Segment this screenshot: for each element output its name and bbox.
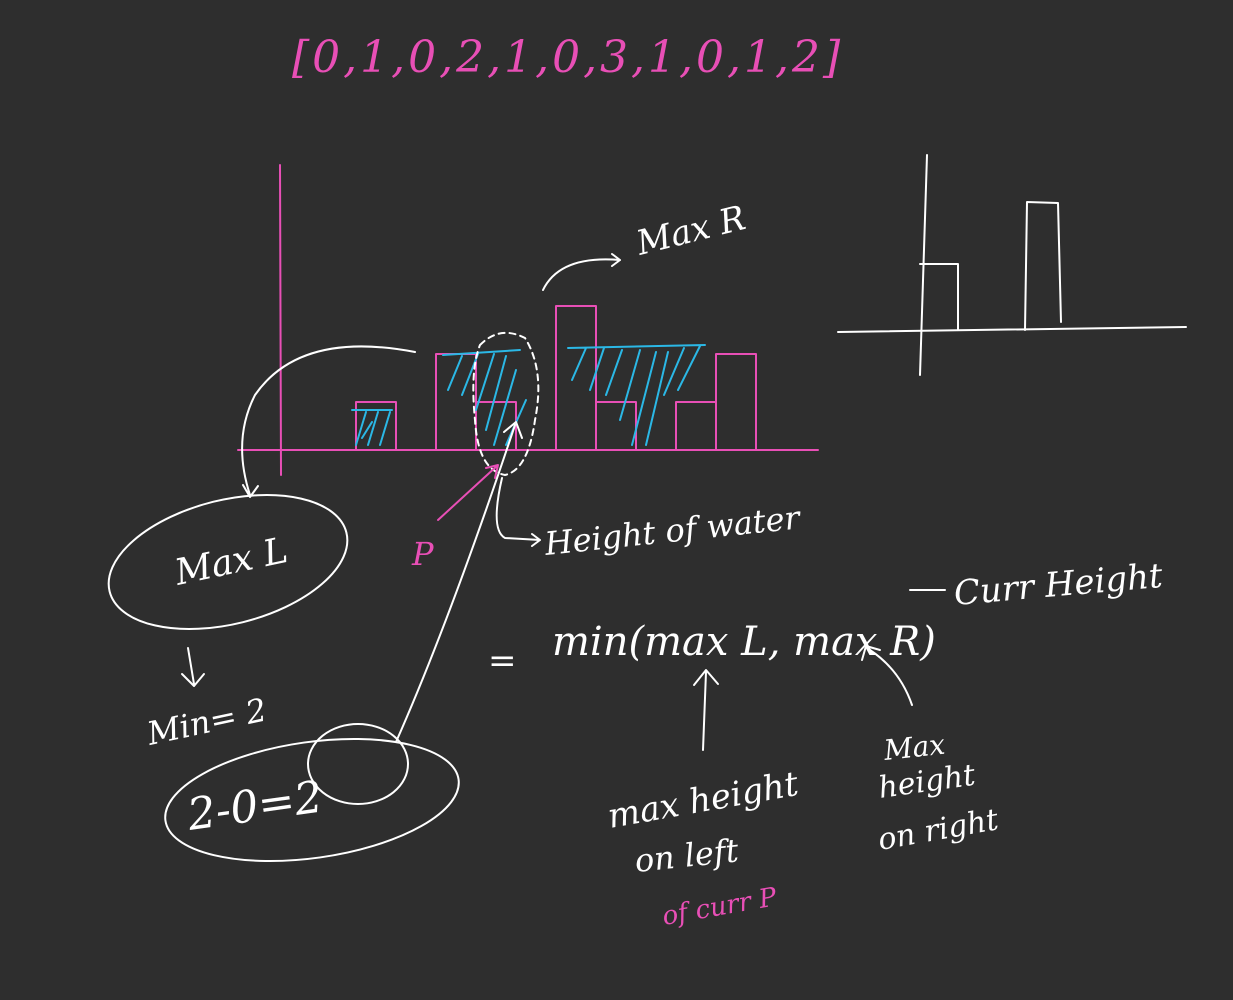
max-height-left-line1: max height	[605, 764, 802, 837]
max-right-arrow	[861, 645, 913, 706]
elevation-bar	[675, 401, 717, 451]
max-r-label: Max R	[632, 198, 750, 264]
p-column-highlight	[472, 331, 540, 476]
max-l-arrow	[241, 345, 416, 498]
max-left-arrow	[693, 669, 719, 751]
max-l-label: Max L	[170, 530, 291, 594]
calc-text: 2-0=2	[183, 772, 325, 842]
height-of-water-arrow	[495, 477, 541, 547]
formula-text: min(max L, max R)	[552, 619, 936, 665]
water-hatching	[351, 344, 706, 446]
elevation-bar	[555, 305, 597, 451]
elevation-bar	[715, 353, 757, 451]
curr-height-label: Curr Height	[952, 556, 1164, 614]
small-chart	[837, 154, 1187, 376]
p-arrow	[437, 464, 499, 521]
elevation-bar	[355, 401, 397, 451]
elevation-bars	[355, 305, 757, 451]
array-label: [0,1,0,2,1,0,3,1,0,1,2]	[292, 32, 843, 83]
min-arrow	[181, 647, 205, 687]
max-height-right-line1: Max	[881, 728, 946, 767]
result-circle	[307, 723, 409, 805]
max-r-arrow	[542, 253, 621, 291]
height-of-water-label: Height of water	[542, 498, 803, 563]
elevation-bar	[595, 401, 637, 451]
equals-sign: =	[488, 641, 517, 681]
p-label: P	[411, 535, 434, 573]
of-curr-p-label: of curr P	[660, 882, 779, 932]
max-height-right-line3: on right	[875, 802, 1002, 858]
result-to-p-arrow	[395, 421, 523, 743]
calc-ellipse	[164, 737, 460, 863]
elevation-bar	[475, 401, 517, 451]
max-height-left-line2: on left	[633, 831, 740, 880]
min-label: Min= 2	[143, 691, 270, 754]
max-l-ellipse	[107, 493, 349, 631]
